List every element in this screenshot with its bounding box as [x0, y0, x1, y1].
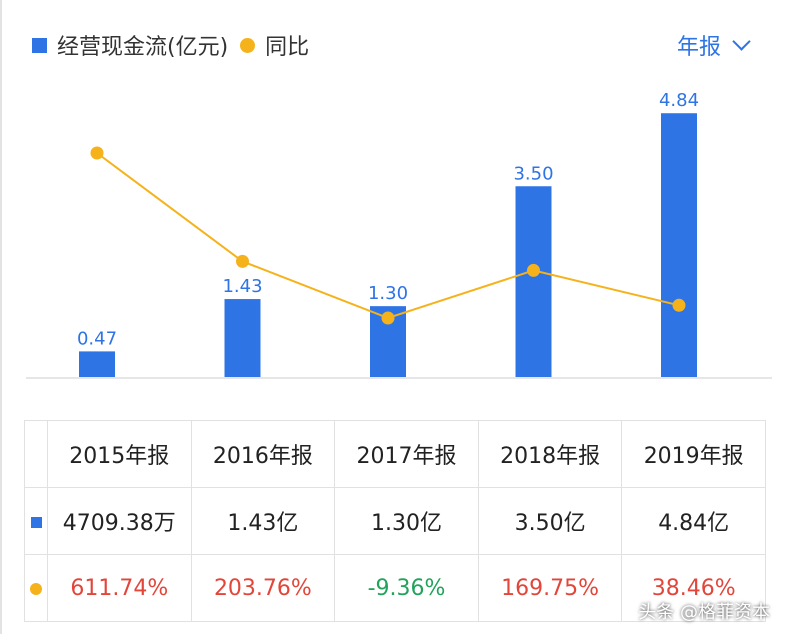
watermark: 头条 @格菲资本 [638, 602, 770, 623]
bar-value-label: 4.84 [659, 90, 699, 111]
table-header-cell: 2016年报 [190, 420, 336, 488]
yoy-point [527, 263, 540, 277]
table-header-cell: 2017年报 [334, 420, 479, 488]
cash-flow-cell: 1.30亿 [334, 487, 479, 555]
cash-flow-row: 4709.38万 1.43亿 1.30亿 3.50亿 4.84亿 [24, 487, 766, 555]
yoy-cell: 611.74% [47, 554, 192, 622]
yoy-cell: 169.75% [477, 554, 623, 622]
cash-flow-chart: 0.47 1.43 1.30 3.50 4.84 [77, 90, 699, 377]
chart-legend: 经营现金流(亿元) 同比 [32, 28, 309, 62]
cash-flow-cell: 1.43亿 [190, 487, 336, 555]
table-header-cell: 2019年报 [621, 420, 766, 488]
yoy-cell: 203.76% [190, 554, 336, 622]
data-table: 2015年报 2016年报 2017年报 2018年报 2019年报 4709.… [24, 420, 766, 622]
cash-flow-cell: 4.84亿 [621, 487, 766, 555]
table-header-cell: 2015年报 [47, 420, 192, 488]
bar [515, 186, 552, 377]
table-header-row: 2015年报 2016年报 2017年报 2018年报 2019年报 [24, 420, 766, 488]
bar [79, 351, 115, 377]
legend-line-label: 同比 [265, 35, 310, 60]
bar-value-label: 0.47 [77, 328, 117, 349]
cash-flow-marker-cell [24, 487, 48, 555]
yoy-cell: 38.46% [621, 554, 766, 622]
table-header-cell: 2018年报 [477, 420, 623, 488]
chart-baseline [26, 377, 772, 379]
period-selector[interactable]: 年报 [676, 28, 751, 62]
legend-line-swatch [240, 37, 256, 53]
bar [224, 299, 261, 377]
header-blank-cell [24, 420, 48, 488]
legend-bar-swatch [32, 37, 47, 53]
yoy-marker-cell [24, 554, 48, 622]
bar-value-label: 3.50 [513, 163, 553, 184]
panel-left-border [0, 0, 2, 634]
cash-flow-cell: 4709.38万 [47, 487, 192, 555]
yoy-point [236, 254, 249, 268]
bar-value-label: 1.43 [222, 276, 262, 297]
yoy-point [381, 311, 395, 325]
bar [661, 113, 697, 377]
bar-value-label: 1.30 [368, 283, 408, 304]
period-selector-label: 年报 [676, 35, 721, 60]
yoy-cell: -9.36% [334, 554, 479, 622]
line-series-marker [30, 582, 42, 595]
yoy-point [90, 146, 104, 160]
bar-series-marker [30, 516, 42, 528]
yoy-point [672, 298, 686, 312]
cash-flow-cell: 3.50亿 [477, 487, 623, 555]
legend-bar-label: 经营现金流(亿元) [57, 35, 229, 60]
yoy-row: 611.74% 203.76% -9.36% 169.75% 38.46% [24, 554, 766, 622]
